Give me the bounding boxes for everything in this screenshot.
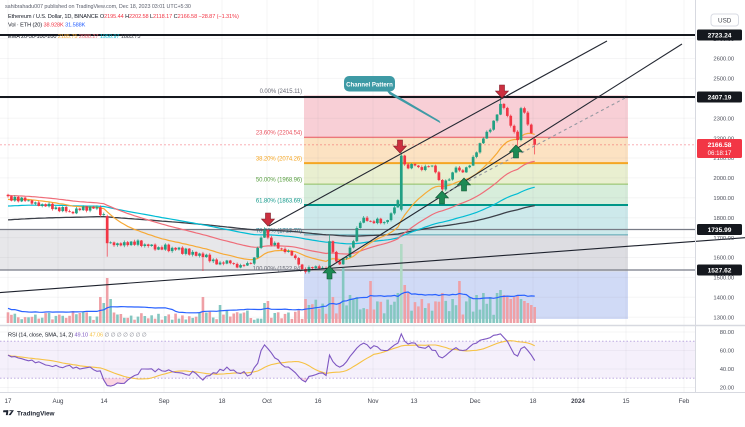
svg-text:20.00: 20.00 (720, 386, 735, 392)
svg-text:2723.24: 2723.24 (708, 33, 732, 40)
svg-text:16: 16 (315, 398, 322, 405)
svg-text:2166.58: 2166.58 (708, 142, 732, 149)
svg-text:Ethereum / U.S. Dollar, 1D, BI: Ethereum / U.S. Dollar, 1D, BINANCE O219… (8, 14, 239, 20)
svg-text:1500.00: 1500.00 (713, 276, 734, 282)
svg-text:Aug: Aug (52, 398, 64, 405)
svg-text:Sep: Sep (158, 398, 170, 405)
svg-text:1400.00: 1400.00 (713, 296, 734, 302)
svg-text:2407.19: 2407.19 (708, 95, 732, 102)
svg-text:38.20% (2074.26): 38.20% (2074.26) (256, 157, 302, 163)
svg-text:1900.00: 1900.00 (713, 196, 734, 202)
svg-text:1527.62: 1527.62 (708, 268, 732, 275)
svg-text:18: 18 (530, 398, 537, 405)
svg-text:Oct: Oct (262, 398, 272, 405)
svg-text:2024: 2024 (571, 398, 585, 405)
svg-text:TradingView: TradingView (17, 410, 55, 417)
svg-text:2300.00: 2300.00 (713, 116, 734, 122)
svg-text:Feb: Feb (679, 398, 690, 405)
svg-text:EMA 20-50-100-200 2185.75 2088: EMA 20-50-100-200 2185.75 2088.27 1950.9… (8, 34, 140, 40)
svg-text:60.00: 60.00 (720, 349, 735, 355)
svg-text:1735.99: 1735.99 (708, 227, 732, 234)
svg-text:2100.00: 2100.00 (713, 156, 734, 162)
svg-text:Channel Pattern: Channel Pattern (346, 82, 393, 89)
svg-text:0.00% (2415.11): 0.00% (2415.11) (260, 89, 303, 95)
svg-text:Dec: Dec (469, 398, 480, 405)
svg-text:1600.00: 1600.00 (713, 256, 734, 262)
svg-text:1300.00: 1300.00 (713, 315, 734, 321)
svg-text:17: 17 (5, 398, 12, 405)
svg-text:USD: USD (718, 17, 732, 24)
svg-text:Vol · ETH (20) 38.928K 31.588K: Vol · ETH (20) 38.928K 31.588K (8, 23, 86, 29)
svg-text:2000.00: 2000.00 (713, 176, 734, 182)
svg-text:06:18:17: 06:18:17 (708, 150, 732, 157)
svg-text:50.00% (1968.96): 50.00% (1968.96) (256, 178, 302, 184)
svg-text:1800.00: 1800.00 (713, 216, 734, 222)
svg-text:18: 18 (219, 398, 226, 405)
svg-text:13: 13 (411, 398, 418, 405)
svg-text:80.00: 80.00 (720, 330, 735, 336)
svg-text:15: 15 (623, 398, 630, 405)
svg-text:78.60% (1713.70): 78.60% (1713.70) (256, 228, 302, 234)
svg-text:14: 14 (101, 398, 108, 405)
svg-text:23.60% (2204.54): 23.60% (2204.54) (256, 131, 302, 137)
svg-text:RSI (14, close, SMA, 14, 2) 49: RSI (14, close, SMA, 14, 2) 49.10 47.06 … (8, 332, 147, 339)
svg-text:2500.00: 2500.00 (713, 77, 734, 83)
svg-text:sahibrahadu007 published on Tr: sahibrahadu007 published on TradingView.… (5, 4, 191, 10)
svg-text:1700.00: 1700.00 (713, 236, 734, 242)
svg-text:Nov: Nov (367, 398, 379, 405)
svg-text:61.80% (1863.69): 61.80% (1863.69) (256, 199, 302, 205)
svg-text:2600.00: 2600.00 (713, 57, 734, 63)
svg-text:40.00: 40.00 (720, 367, 735, 373)
